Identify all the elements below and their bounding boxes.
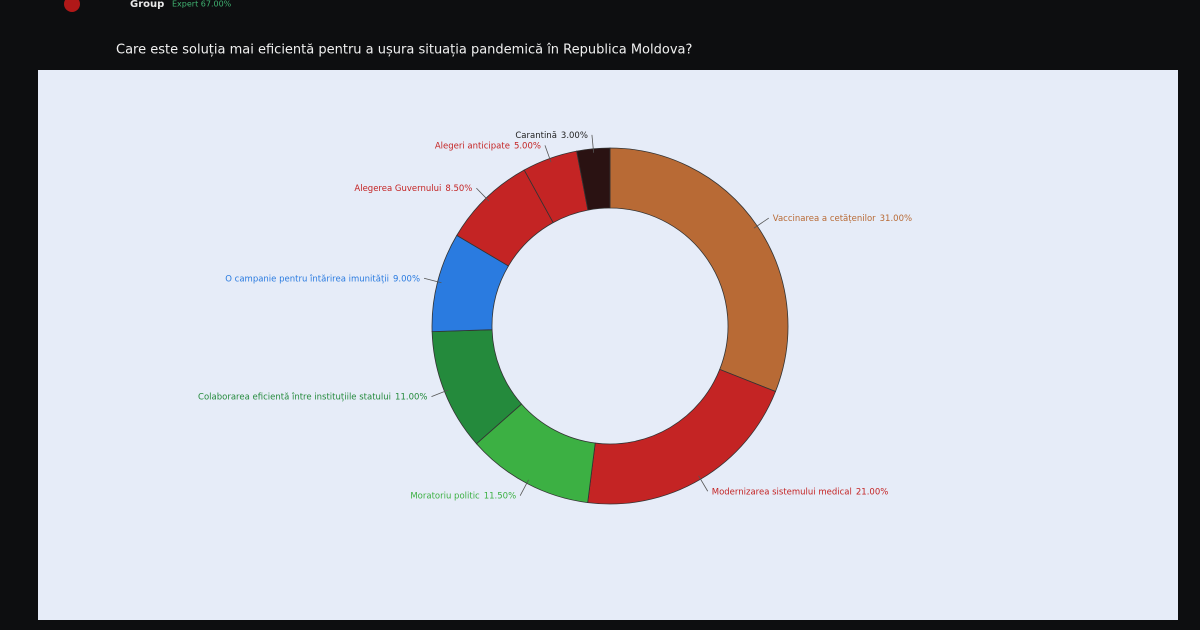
slice-category: Vaccinarea a cetățenilor <box>773 214 876 224</box>
leader-line <box>591 134 595 153</box>
slice-label: Moratoriu politic 11.50% <box>410 491 516 501</box>
slice-value-label: 11.00% <box>395 392 427 402</box>
slice-category: Alegerea Guvernului <box>354 184 441 194</box>
slice-label: Alegerea Guvernului 8.50% <box>354 184 472 194</box>
slice-label: O campanie pentru întărirea imunității 9.… <box>225 274 420 284</box>
slice-value-label: 11.50% <box>484 491 516 501</box>
expert-badge: Expert 67.00% <box>172 0 232 9</box>
slice-category: O campanie pentru întărirea imunității <box>225 274 389 284</box>
slice-value-label: 31.00% <box>880 214 912 224</box>
leader-line <box>519 479 529 496</box>
slice-value-label: 9.00% <box>393 274 420 284</box>
slice-value-label: 21.00% <box>856 487 888 497</box>
slice-label: Colaborarea eficientă între instituțiile… <box>198 392 427 402</box>
logo <box>64 0 80 12</box>
donut-slice <box>609 147 789 393</box>
slice-value-label: 8.50% <box>445 184 472 194</box>
leader-line <box>431 389 449 398</box>
slice-label: Carantină 3.00% <box>515 130 588 140</box>
leader-line <box>423 277 442 284</box>
slice-category: Modernizarea sistemului medical <box>712 487 852 497</box>
slice-label: Alegeri anticipate 5.00% <box>435 141 541 151</box>
slice-category: Alegeri anticipate <box>435 141 510 151</box>
chart-title: Care este soluția mai eficientă pentru a… <box>116 43 692 58</box>
slice-label: Vaccinarea a cetățenilor 31.00% <box>773 214 912 224</box>
leader-line <box>544 145 552 163</box>
leader-line <box>753 217 770 229</box>
donut-slice <box>576 147 611 211</box>
slice-label: Modernizarea sistemului medical 21.00% <box>712 487 889 497</box>
slice-category: Colaborarea eficientă între instituțiile… <box>198 392 391 402</box>
slice-category: Carantină <box>515 130 557 140</box>
slice-category: Moratoriu politic <box>410 491 480 501</box>
leader-line <box>698 475 709 492</box>
brand: Group <box>130 0 164 10</box>
slice-value-label: 3.00% <box>561 130 588 140</box>
leader-line <box>476 187 490 202</box>
slice-value-label: 5.00% <box>514 141 541 151</box>
